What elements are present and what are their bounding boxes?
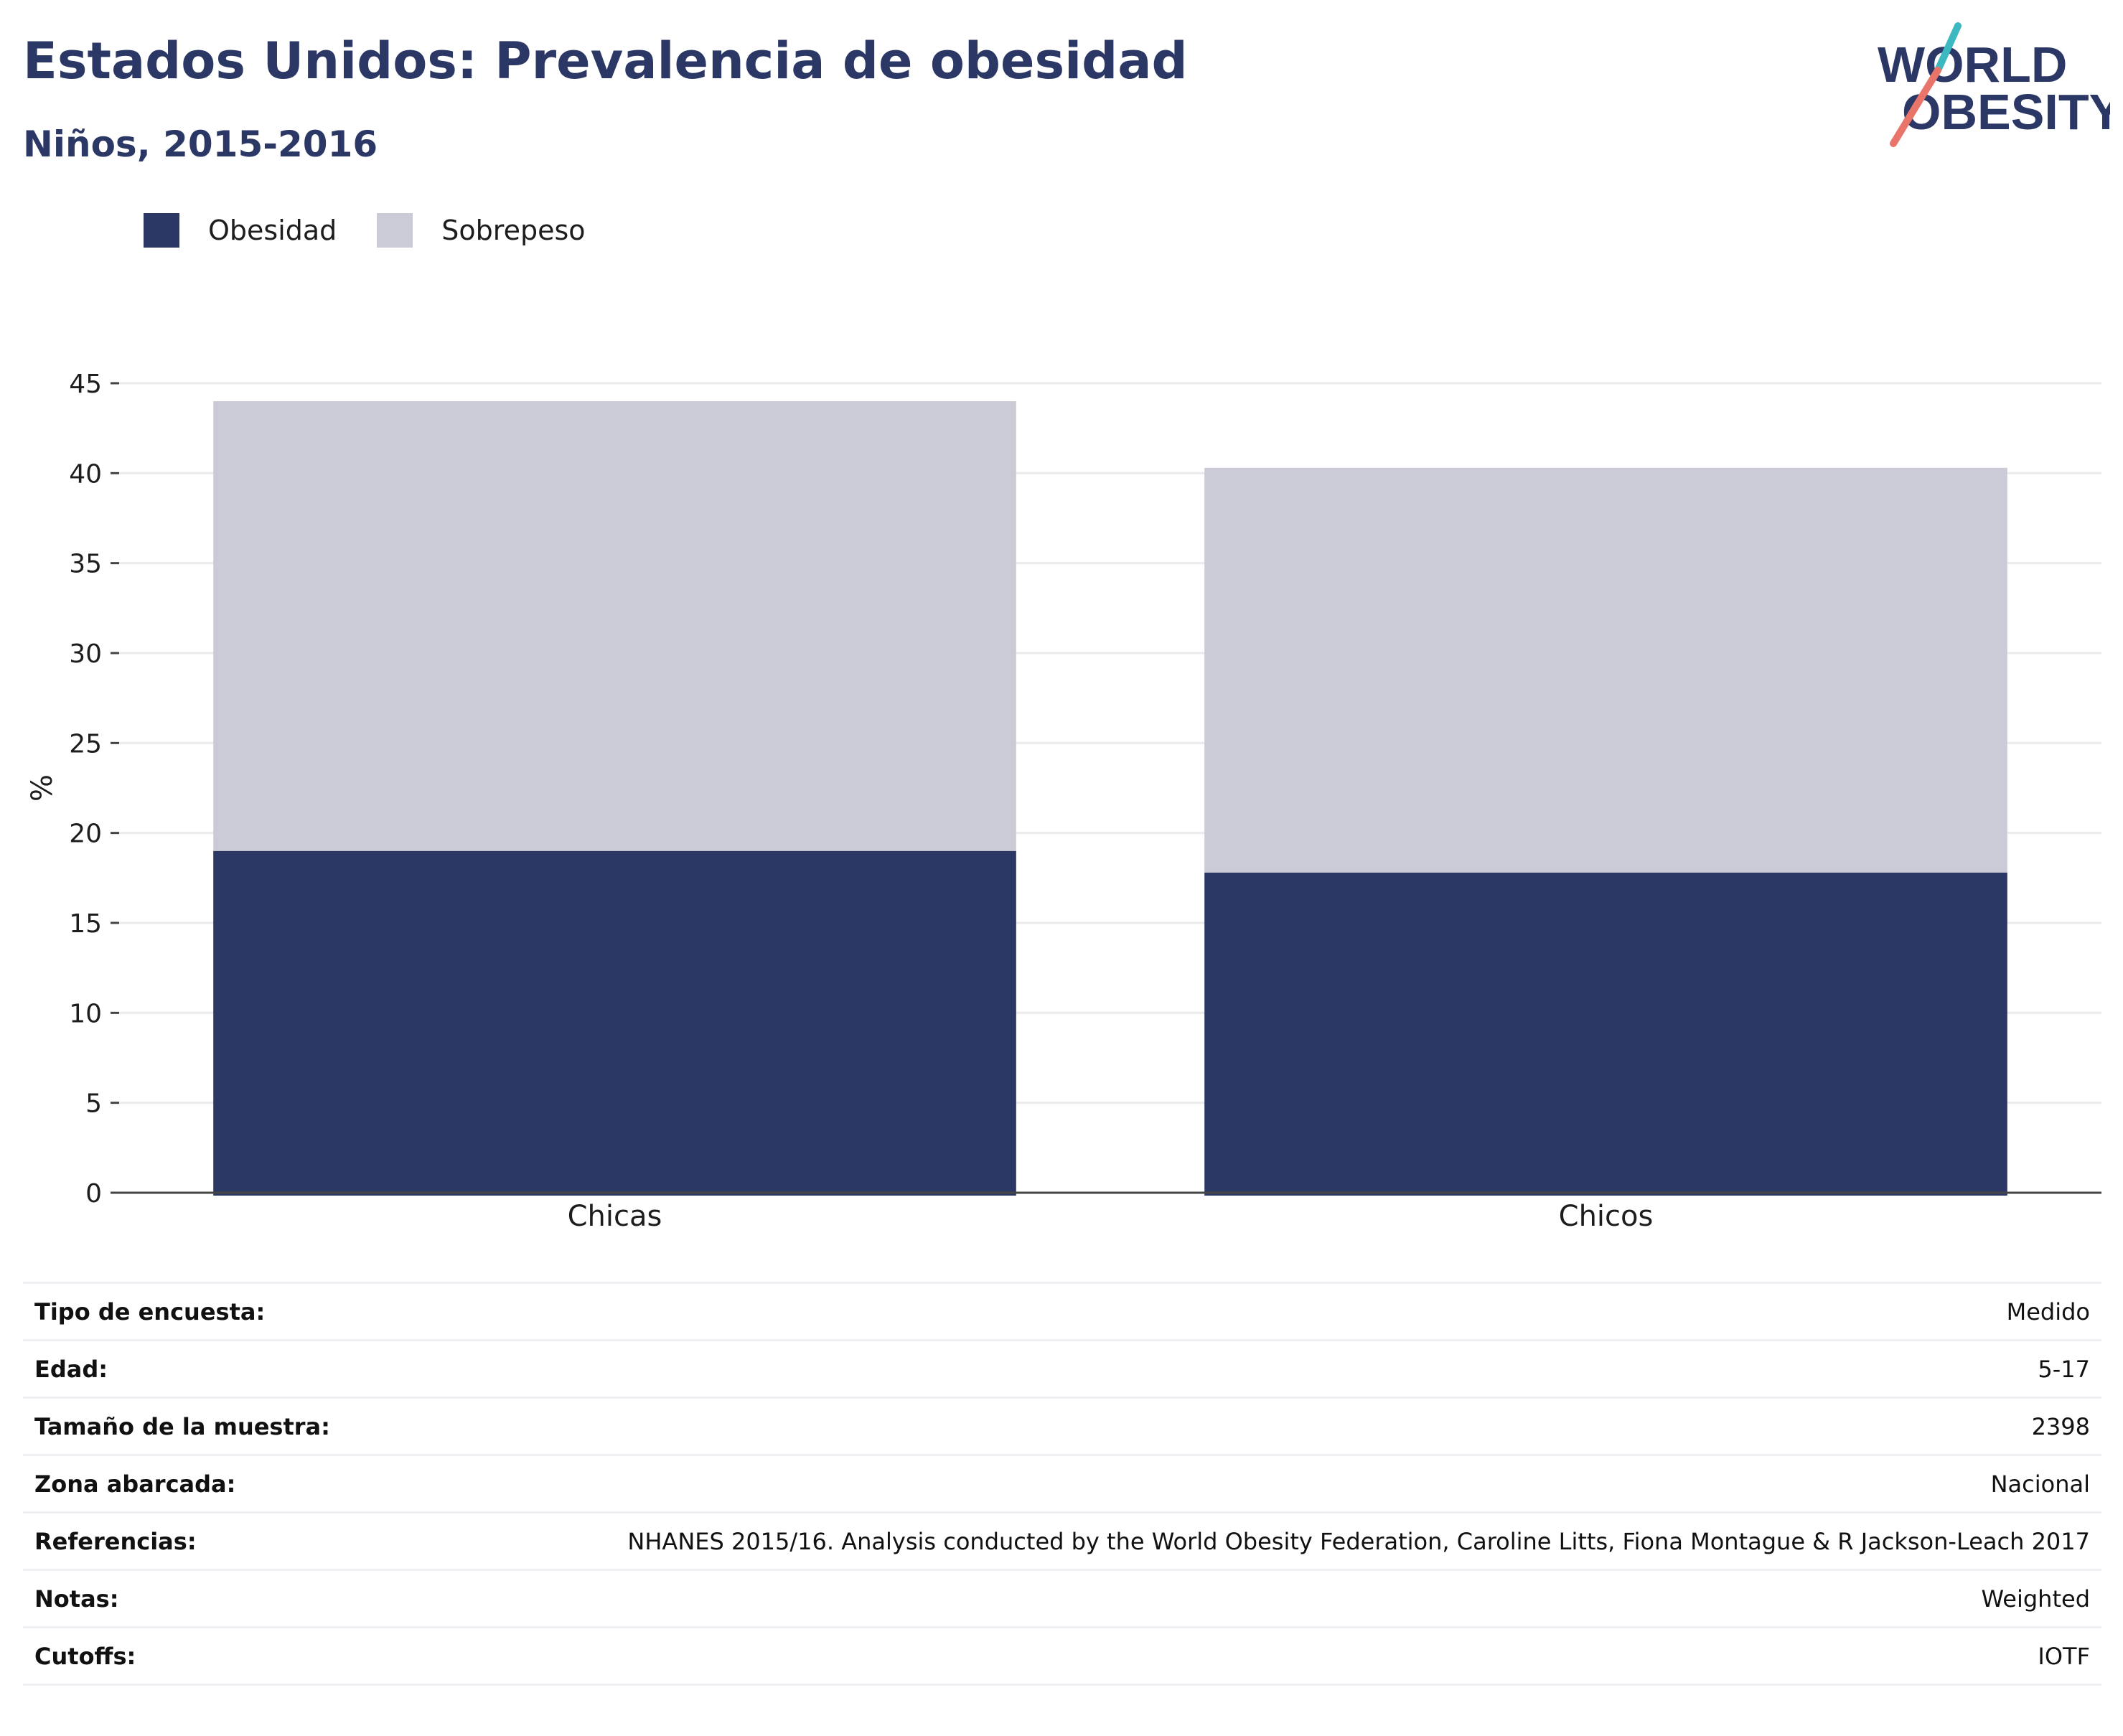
y-tick-label-35: 35 [69,550,102,579]
info-row: Tipo de encuesta: Medido [23,1284,2101,1341]
bar-chicas-obesidad [213,850,1016,1196]
info-value: 5-17 [2038,1355,2090,1383]
y-tick-label-10: 10 [69,999,102,1028]
legend-item-sobrepeso[interactable]: Sobrepeso [377,213,586,248]
y-tick-label-5: 5 [85,1089,102,1119]
axis-labels: 0 5 10 15 20 25 30 35 40 45% Chicas Chicos [26,370,1653,1233]
info-value: NHANES 2015/16. Analysis conducted by th… [627,1527,2090,1555]
chart-title: Estados Unidos: Prevalencia de obesidad [23,32,1188,90]
info-row: Referencias: NHANES 2015/16. Analysis con… [23,1514,2101,1571]
legend-swatch-sobrepeso [377,213,413,248]
legend-swatch-obesidad [144,213,179,248]
y-tick-label-30: 30 [69,639,102,669]
info-label: Tamaño de la muestra: [34,1412,330,1440]
logo-slash-bottom [1890,67,1941,147]
x-tick-label-chicas: Chicas [568,1200,662,1233]
axes [111,382,2101,1194]
bars [213,401,2007,1196]
info-label: Cutoffs: [34,1642,136,1670]
info-value: Weighted [1981,1585,2090,1613]
info-value: IOTF [2038,1642,2090,1670]
y-tick-label-25: 25 [69,729,102,759]
logo-slash-top [1934,22,1962,74]
info-row: Zona abarcada: Nacional [23,1456,2101,1514]
info-label: Referencias: [34,1527,197,1555]
x-tick-label-chicos: Chicos [1559,1200,1654,1233]
info-value: Nacional [1990,1470,2090,1498]
y-tick-label-20: 20 [69,820,102,849]
logo-text-obesity: OBESITY [1902,84,2110,140]
info-row: Notas: Weighted [23,1571,2101,1628]
info-label: Notas: [34,1585,119,1613]
logo-text-world: WORLD [1878,37,2067,93]
info-row: Tamaño de la muestra: 2398 [23,1399,2101,1456]
bar-chicos-obesidad [1204,872,2007,1196]
info-value: Medido [2006,1298,2090,1326]
y-tick-label-40: 40 [69,459,102,489]
world-obesity-logo: WORLD OBESITY [1878,22,2110,147]
info-label: Tipo de encuesta: [34,1298,266,1326]
info-row: Cutoffs: IOTF [23,1628,2101,1686]
legend-label-obesidad: Obesidad [208,215,337,246]
y-axis-title: % [26,774,59,802]
info-row: Edad: 5-17 [23,1341,2101,1399]
chart-subtitle: Niños, 2015-2016 [23,123,378,165]
survey-info-table: Tipo de encuesta: Medido Edad: 5-17 Tamaño d… [23,1282,2101,1686]
legend-item-obesidad[interactable]: Obesidad [144,213,337,248]
chart-legend: Obesidad Sobrepeso [144,212,626,248]
y-tick-label-15: 15 [69,909,102,939]
info-label: Zona abarcada: [34,1470,236,1498]
y-tick-label-45: 45 [69,370,102,399]
info-label: Edad: [34,1355,108,1383]
legend-label-sobrepeso: Sobrepeso [441,215,586,246]
bar-chicas-sobrepeso [213,401,1016,851]
y-tick-label-0: 0 [85,1179,102,1209]
bar-chicos-sobrepeso [1204,467,2007,873]
stacked-bar-chart: 0 5 10 15 20 25 30 35 40 45% Chicas Chicos [26,370,2101,1233]
info-value: 2398 [2031,1412,2090,1440]
